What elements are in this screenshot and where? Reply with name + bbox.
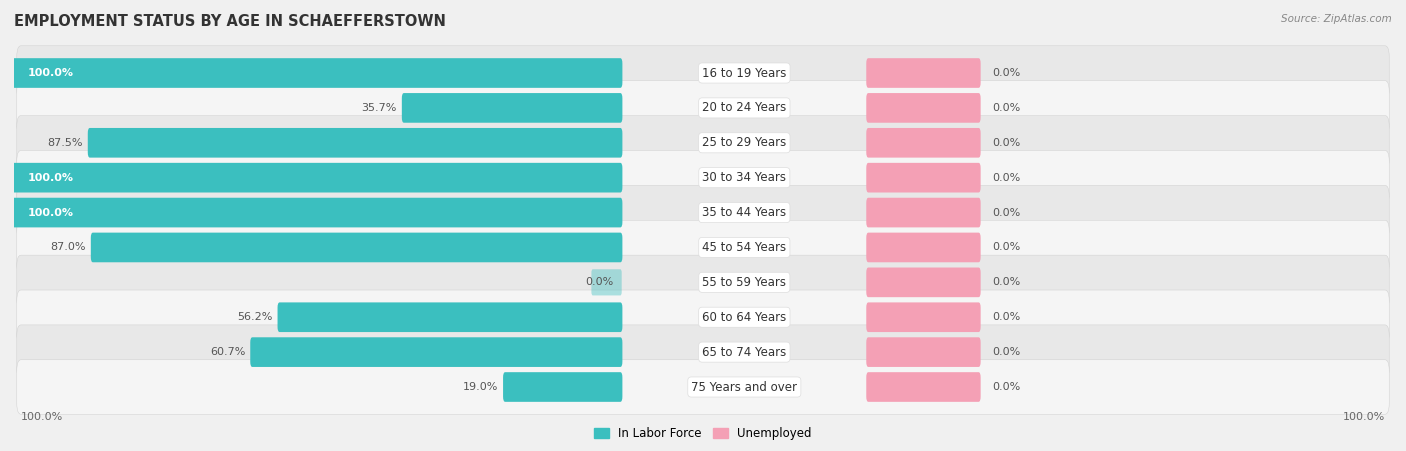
Text: 45 to 54 Years: 45 to 54 Years	[702, 241, 786, 254]
FancyBboxPatch shape	[17, 81, 1389, 135]
FancyBboxPatch shape	[17, 325, 1389, 379]
Text: 20 to 24 Years: 20 to 24 Years	[702, 101, 786, 115]
FancyBboxPatch shape	[13, 198, 623, 227]
Text: 100.0%: 100.0%	[28, 207, 75, 217]
Text: Source: ZipAtlas.com: Source: ZipAtlas.com	[1281, 14, 1392, 23]
FancyBboxPatch shape	[277, 303, 623, 332]
Text: 0.0%: 0.0%	[585, 277, 613, 287]
Text: 0.0%: 0.0%	[993, 312, 1021, 322]
Text: 100.0%: 100.0%	[21, 412, 63, 422]
FancyBboxPatch shape	[866, 128, 980, 157]
Legend: In Labor Force, Unemployed: In Labor Force, Unemployed	[589, 423, 817, 445]
FancyBboxPatch shape	[17, 185, 1389, 240]
Text: EMPLOYMENT STATUS BY AGE IN SCHAEFFERSTOWN: EMPLOYMENT STATUS BY AGE IN SCHAEFFERSTO…	[14, 14, 446, 28]
FancyBboxPatch shape	[17, 151, 1389, 205]
FancyBboxPatch shape	[17, 360, 1389, 414]
Text: 0.0%: 0.0%	[993, 277, 1021, 287]
FancyBboxPatch shape	[866, 163, 980, 193]
FancyBboxPatch shape	[503, 372, 623, 402]
FancyBboxPatch shape	[250, 337, 623, 367]
FancyBboxPatch shape	[17, 290, 1389, 345]
Text: 56.2%: 56.2%	[238, 312, 273, 322]
Text: 25 to 29 Years: 25 to 29 Years	[702, 136, 786, 149]
FancyBboxPatch shape	[17, 220, 1389, 275]
Text: 55 to 59 Years: 55 to 59 Years	[703, 276, 786, 289]
Text: 75 Years and over: 75 Years and over	[692, 381, 797, 394]
FancyBboxPatch shape	[866, 58, 980, 88]
FancyBboxPatch shape	[13, 163, 623, 193]
FancyBboxPatch shape	[17, 115, 1389, 170]
FancyBboxPatch shape	[866, 93, 980, 123]
FancyBboxPatch shape	[866, 337, 980, 367]
FancyBboxPatch shape	[17, 255, 1389, 309]
Text: 0.0%: 0.0%	[993, 103, 1021, 113]
FancyBboxPatch shape	[592, 269, 621, 295]
Text: 100.0%: 100.0%	[1343, 412, 1385, 422]
FancyBboxPatch shape	[866, 372, 980, 402]
Text: 0.0%: 0.0%	[993, 382, 1021, 392]
Text: 30 to 34 Years: 30 to 34 Years	[703, 171, 786, 184]
Text: 60.7%: 60.7%	[209, 347, 246, 357]
Text: 100.0%: 100.0%	[28, 68, 75, 78]
FancyBboxPatch shape	[866, 198, 980, 227]
Text: 65 to 74 Years: 65 to 74 Years	[702, 345, 786, 359]
FancyBboxPatch shape	[866, 267, 980, 297]
FancyBboxPatch shape	[13, 58, 623, 88]
FancyBboxPatch shape	[866, 303, 980, 332]
FancyBboxPatch shape	[87, 128, 623, 157]
Text: 0.0%: 0.0%	[993, 243, 1021, 253]
FancyBboxPatch shape	[866, 233, 980, 262]
Text: 0.0%: 0.0%	[993, 347, 1021, 357]
Text: 35 to 44 Years: 35 to 44 Years	[702, 206, 786, 219]
Text: 60 to 64 Years: 60 to 64 Years	[702, 311, 786, 324]
Text: 87.5%: 87.5%	[48, 138, 83, 148]
Text: 0.0%: 0.0%	[993, 138, 1021, 148]
Text: 87.0%: 87.0%	[51, 243, 86, 253]
FancyBboxPatch shape	[17, 46, 1389, 100]
Text: 0.0%: 0.0%	[993, 68, 1021, 78]
Text: 0.0%: 0.0%	[993, 173, 1021, 183]
FancyBboxPatch shape	[402, 93, 623, 123]
Text: 16 to 19 Years: 16 to 19 Years	[702, 66, 786, 79]
Text: 19.0%: 19.0%	[463, 382, 498, 392]
Text: 35.7%: 35.7%	[361, 103, 396, 113]
Text: 100.0%: 100.0%	[28, 173, 75, 183]
Text: 0.0%: 0.0%	[993, 207, 1021, 217]
FancyBboxPatch shape	[91, 233, 623, 262]
